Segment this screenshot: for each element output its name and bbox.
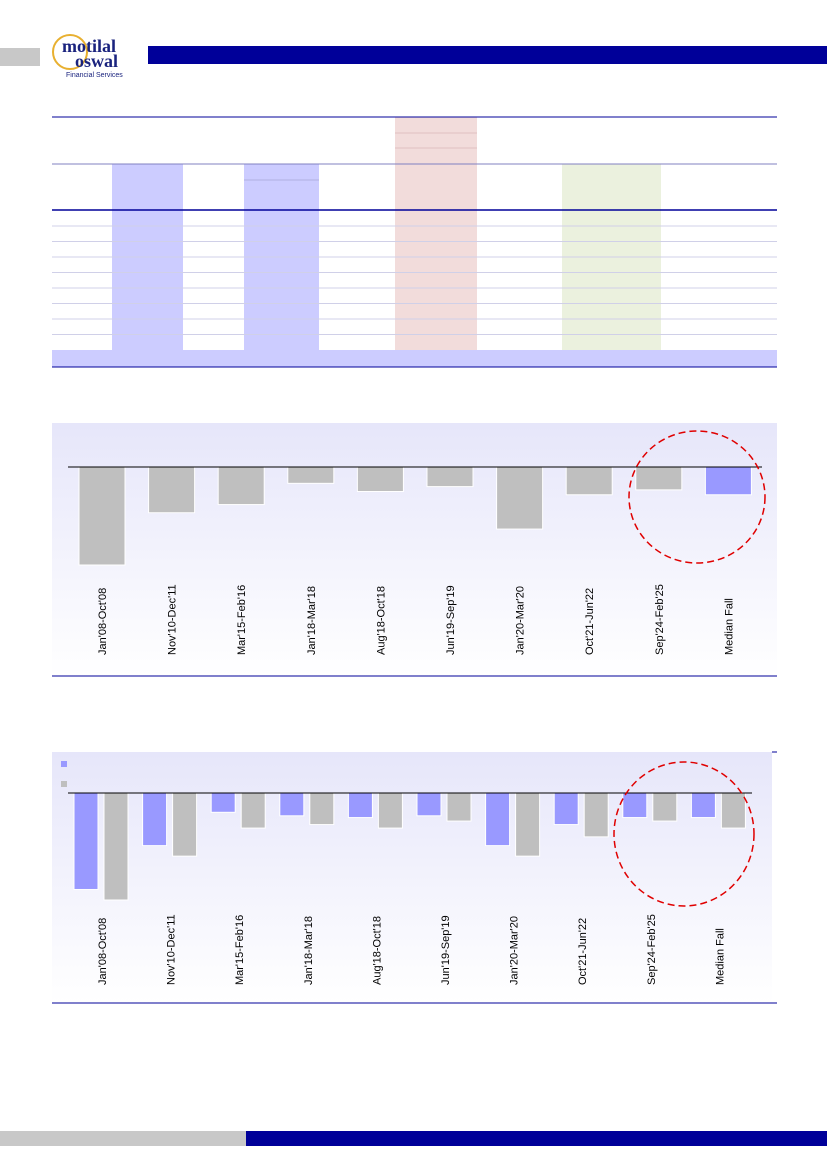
x-tick-label: Jun'19-Sep'19 (445, 585, 457, 655)
x-tick-label: Nov'10-Dec'11 (166, 914, 178, 985)
logo-ring (52, 34, 88, 70)
highlight (613, 761, 755, 907)
bar (496, 466, 544, 530)
x-tick-label: Mar'15-Feb'16 (234, 915, 246, 985)
chart-frame (52, 752, 772, 1003)
bar (103, 792, 129, 901)
bar (73, 792, 99, 890)
bar (426, 466, 474, 488)
footer-bar (246, 1131, 827, 1146)
logo-text: motilal (62, 36, 116, 56)
bar (652, 792, 678, 822)
total-row (52, 350, 777, 367)
bar (78, 466, 126, 566)
bar (309, 792, 335, 826)
chart-frame (52, 423, 777, 676)
bar (720, 792, 746, 829)
x-tick-label: Jun'19-Sep'19 (440, 915, 452, 985)
bar (622, 792, 648, 819)
x-tick-label: Mar'15-Feb'16 (236, 585, 248, 655)
bar (565, 466, 613, 496)
charts: Jan'08-Oct'08 Nov'10-Dec'11 Mar'15-Feb'16 J… (61, 466, 762, 985)
bar (148, 466, 196, 514)
x-tick-label: Jan'20-Mar'20 (515, 586, 527, 655)
x-tick-label: Aug'18-Oct'18 (375, 586, 387, 655)
logo-subtext: Financial Services (66, 72, 123, 79)
x-tick-label: Jan'20-Mar'20 (509, 916, 521, 985)
bar (446, 792, 472, 822)
x-tick-label: Jan'18-Mar'18 (306, 586, 318, 655)
x-tick-label: Jan'08-Oct'08 (97, 588, 109, 655)
x-tick-label: Median Fall (714, 928, 726, 985)
header-gray (0, 48, 40, 66)
bar (210, 792, 236, 813)
rows (52, 225, 777, 335)
x-tick-label: Jan'08-Oct'08 (97, 918, 109, 985)
col-shade (395, 117, 477, 350)
bar (347, 792, 373, 819)
bar (356, 466, 404, 492)
bar (690, 792, 716, 819)
bar (553, 792, 579, 826)
bar (635, 466, 683, 491)
footer-gray (0, 1131, 246, 1146)
legend-swatch (61, 761, 67, 767)
table (52, 116, 777, 368)
bar (279, 792, 305, 817)
bar (172, 792, 198, 857)
bar (583, 792, 609, 838)
bar (142, 792, 168, 847)
bar (287, 466, 335, 484)
bar (377, 792, 403, 829)
x-tick-label: Oct'21-Jun'22 (577, 918, 589, 985)
bar (240, 792, 266, 829)
bar (217, 466, 265, 506)
logo-text: oswal (75, 51, 118, 71)
x-tick-label: Nov'10-Dec'11 (167, 584, 179, 655)
x-tick-label: Sep'24-Feb'25 (646, 914, 658, 985)
bar (515, 792, 541, 857)
highlight (628, 430, 766, 564)
bar (704, 466, 752, 496)
x-tick-label: Median Fall (723, 598, 735, 655)
legend-swatch (61, 781, 67, 787)
x-tick-label: Sep'24-Feb'25 (654, 584, 666, 655)
x-tick-label: Oct'21-Jun'22 (584, 588, 596, 655)
bar (416, 792, 442, 817)
x-tick-label: Aug'18-Oct'18 (371, 916, 383, 985)
x-tick-label: Jan'18-Mar'18 (303, 916, 315, 985)
bar (485, 792, 511, 847)
header-bar (148, 46, 827, 64)
